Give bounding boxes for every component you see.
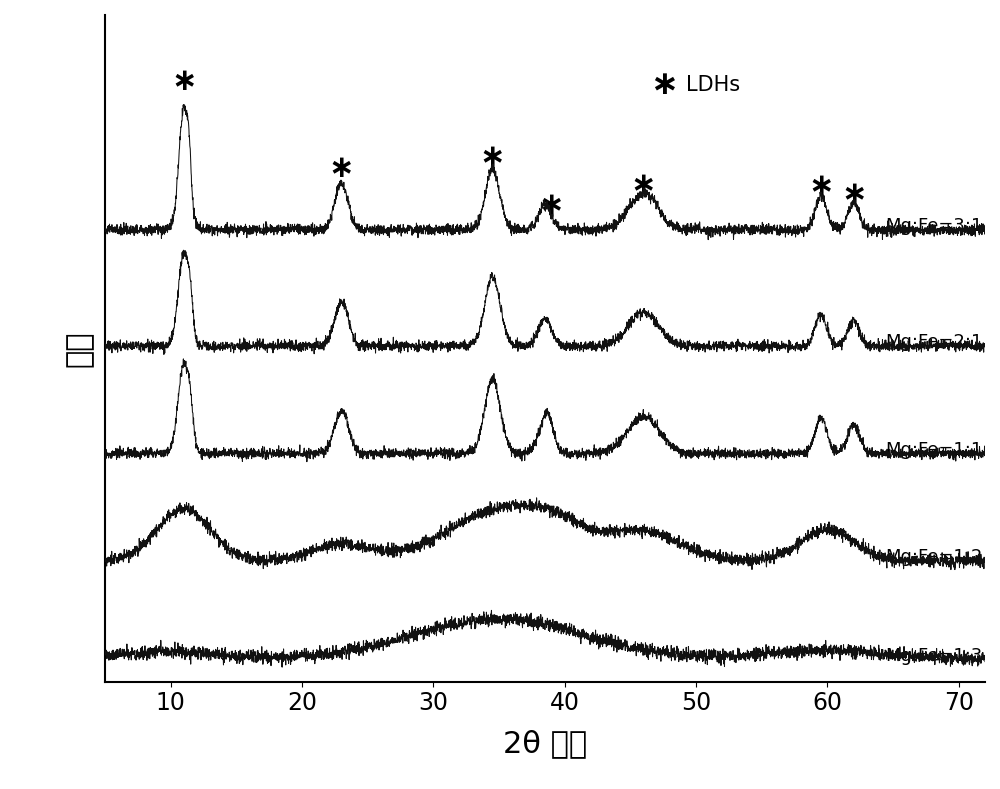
Text: Mg:Fe=1:3: Mg:Fe=1:3 — [885, 647, 982, 664]
Text: ∗: ∗ — [650, 69, 678, 102]
Text: ∗: ∗ — [171, 67, 197, 96]
Text: ∗: ∗ — [480, 143, 505, 172]
Text: LDHs: LDHs — [686, 75, 740, 95]
Text: Mg:Fe=2:1: Mg:Fe=2:1 — [885, 334, 982, 351]
Text: ∗: ∗ — [539, 191, 564, 220]
Text: ∗: ∗ — [808, 172, 834, 201]
Text: Mg:Fe=1:1: Mg:Fe=1:1 — [885, 441, 982, 459]
X-axis label: 2θ 角度: 2θ 角度 — [503, 729, 587, 758]
Text: ∗: ∗ — [631, 170, 656, 200]
Text: ∗: ∗ — [329, 154, 354, 182]
Text: ∗: ∗ — [841, 181, 866, 209]
Text: Mg:Fe=3:1: Mg:Fe=3:1 — [885, 217, 982, 235]
Y-axis label: 强度: 强度 — [65, 330, 94, 367]
Text: Mg:Fe=1:2: Mg:Fe=1:2 — [885, 548, 982, 567]
